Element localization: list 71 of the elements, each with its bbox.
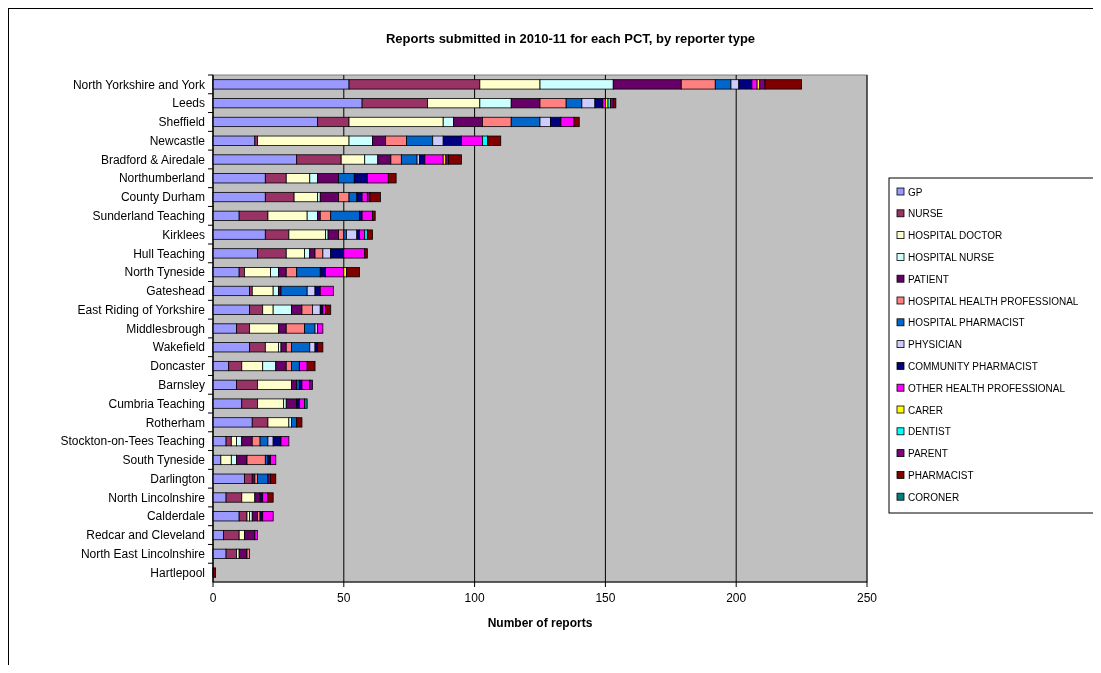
legend-label: HOSPITAL DOCTOR [908, 230, 1003, 242]
y-tick-label: Barnsley [158, 378, 205, 393]
bar [298, 398, 305, 409]
bar [285, 398, 298, 409]
y-tick-label: Sheffield [158, 115, 205, 130]
y-tick-label: Cumbria Teaching [108, 396, 205, 411]
x-axis-title: Number of reports [487, 616, 593, 630]
bar [251, 285, 274, 297]
y-tick-label: Rotherham [145, 415, 205, 430]
legend-label: NURSE [908, 208, 944, 220]
x-tick-label: 200 [726, 591, 747, 605]
legend-label: HOSPITAL PHARMACIST [908, 317, 1025, 329]
y-tick-label: Sunderland Teaching [92, 209, 205, 224]
bar [270, 473, 277, 484]
bar [317, 323, 324, 334]
y-tick-label: Northumberland [118, 171, 205, 186]
y-tick-label: Stockton-on-Tees Teaching [60, 434, 205, 449]
y-tick-label: Gateshead [146, 284, 205, 299]
bar [366, 229, 373, 240]
y-tick-label: North East Lincolnshire [80, 547, 206, 562]
legend-label: CARER [908, 404, 944, 416]
y-tick-label: Redcar and Cleveland [86, 528, 205, 543]
bar [280, 342, 287, 353]
legend-label: DENTIST [908, 426, 951, 438]
legend-label: GP [908, 186, 923, 198]
y-tick-label: Leeds [172, 96, 205, 111]
legend-label: PHARMACIST [908, 469, 974, 481]
y-tick-label: North Yorkshire and York [72, 77, 206, 92]
x-tick-label: 100 [464, 591, 485, 605]
bar [359, 229, 366, 240]
bar [448, 154, 462, 165]
legend-label: PARENT [908, 448, 948, 460]
y-tick-label: Hartlepool [150, 565, 205, 580]
legend-label: OTHER HEALTH PROFESSIONAL [908, 382, 1066, 394]
legend-label: PATIENT [908, 273, 949, 285]
y-tick-label: Calderdale [146, 509, 206, 524]
y-tick-label: Bradford & Airedale [100, 152, 206, 167]
x-tick-label: 250 [856, 591, 878, 605]
bar [257, 473, 269, 484]
y-tick-label: North Lincolnshire [108, 490, 206, 505]
x-tick-label: 50 [337, 591, 351, 605]
bar [369, 191, 381, 203]
legend-label: HOSPITAL HEALTH PROFESSIONAL [908, 295, 1079, 307]
y-tick-label: Wakefield [152, 340, 205, 355]
y-tick-label: Newcastle [149, 133, 206, 148]
bar [251, 511, 258, 522]
y-tick-label: Hull Teaching [133, 246, 205, 261]
legend-label: PHYSICIAN [908, 339, 962, 351]
legend-label: COMMUNITY PHARMACIST [908, 360, 1038, 372]
y-tick-label: Middlesbrough [126, 321, 205, 336]
bar [262, 511, 274, 522]
bar [301, 379, 311, 390]
bar [270, 454, 277, 466]
y-tick-label: County Durham [120, 190, 205, 205]
bar [325, 304, 332, 315]
bar [327, 229, 339, 240]
x-tick-label: 150 [595, 591, 616, 605]
legend-label: HOSPITAL NURSE [908, 251, 995, 263]
bar [346, 267, 360, 278]
legend-label: CORONER [908, 491, 960, 503]
bar [317, 342, 324, 353]
x-tick-label: 0 [209, 591, 217, 605]
y-tick-label: North Tyneside [124, 265, 206, 280]
y-tick-label: Kirklees [162, 227, 205, 242]
bar [346, 229, 358, 240]
y-tick-label: Darlington [150, 471, 205, 486]
y-tick-label: Doncaster [150, 359, 205, 374]
y-tick-label: South Tyneside [122, 453, 206, 468]
chart-title: Reports submitted in 2010-11 for each PCT, by reporter type [385, 31, 756, 46]
y-tick-label: East Riding of Yorkshire [77, 302, 206, 317]
bar [361, 210, 373, 221]
